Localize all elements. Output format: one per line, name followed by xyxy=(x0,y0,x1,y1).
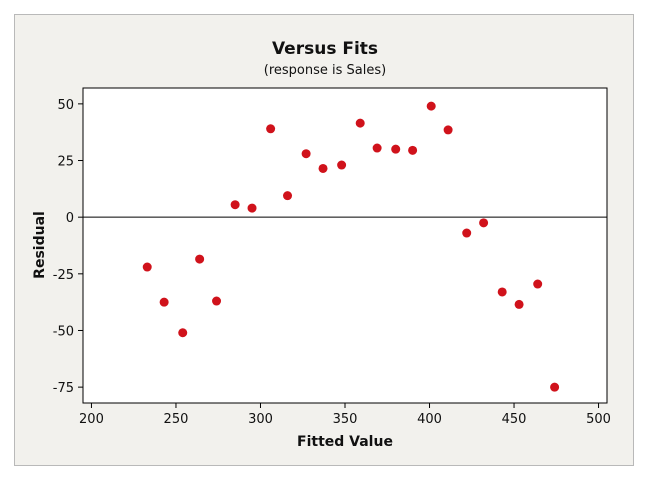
data-point xyxy=(212,296,222,306)
data-point xyxy=(230,200,240,210)
data-point xyxy=(337,160,347,170)
data-point xyxy=(372,143,382,153)
data-point xyxy=(533,279,543,289)
plot-area xyxy=(82,87,608,404)
y-tick-label: 0 xyxy=(66,211,74,226)
x-tick-label: 350 xyxy=(333,412,358,427)
x-tick-label: 300 xyxy=(248,412,273,427)
y-tick-label: -25 xyxy=(53,268,74,283)
data-point xyxy=(443,125,453,135)
x-tick-label: 200 xyxy=(79,412,104,427)
y-tick-label: -75 xyxy=(53,381,74,396)
data-point xyxy=(283,191,293,201)
x-tick-label: 400 xyxy=(417,412,442,427)
y-tick-label: -50 xyxy=(53,324,74,339)
x-tick-label: 250 xyxy=(164,412,189,427)
data-point xyxy=(408,145,418,155)
data-point xyxy=(355,118,365,128)
data-point xyxy=(301,149,311,159)
data-point xyxy=(195,254,205,264)
data-point xyxy=(497,287,507,297)
data-point xyxy=(247,203,257,213)
data-point xyxy=(479,218,489,228)
y-tick-label: 25 xyxy=(57,155,74,170)
data-point xyxy=(178,328,188,338)
chart-title: Versus Fits xyxy=(272,39,378,59)
y-tick-label: 50 xyxy=(57,98,74,113)
x-tick-label: 500 xyxy=(586,412,611,427)
x-axis-label: Fitted Value xyxy=(297,434,393,450)
data-point xyxy=(266,124,276,134)
data-point xyxy=(462,228,472,238)
data-point xyxy=(426,101,436,111)
data-point xyxy=(550,382,560,392)
data-point xyxy=(142,262,152,272)
chart-subtitle: (response is Sales) xyxy=(264,63,386,78)
y-axis-label: Residual xyxy=(32,211,48,279)
data-point xyxy=(514,299,524,309)
x-tick-label: 450 xyxy=(502,412,527,427)
data-point xyxy=(318,163,328,173)
data-point xyxy=(391,144,401,154)
data-point xyxy=(159,297,169,307)
